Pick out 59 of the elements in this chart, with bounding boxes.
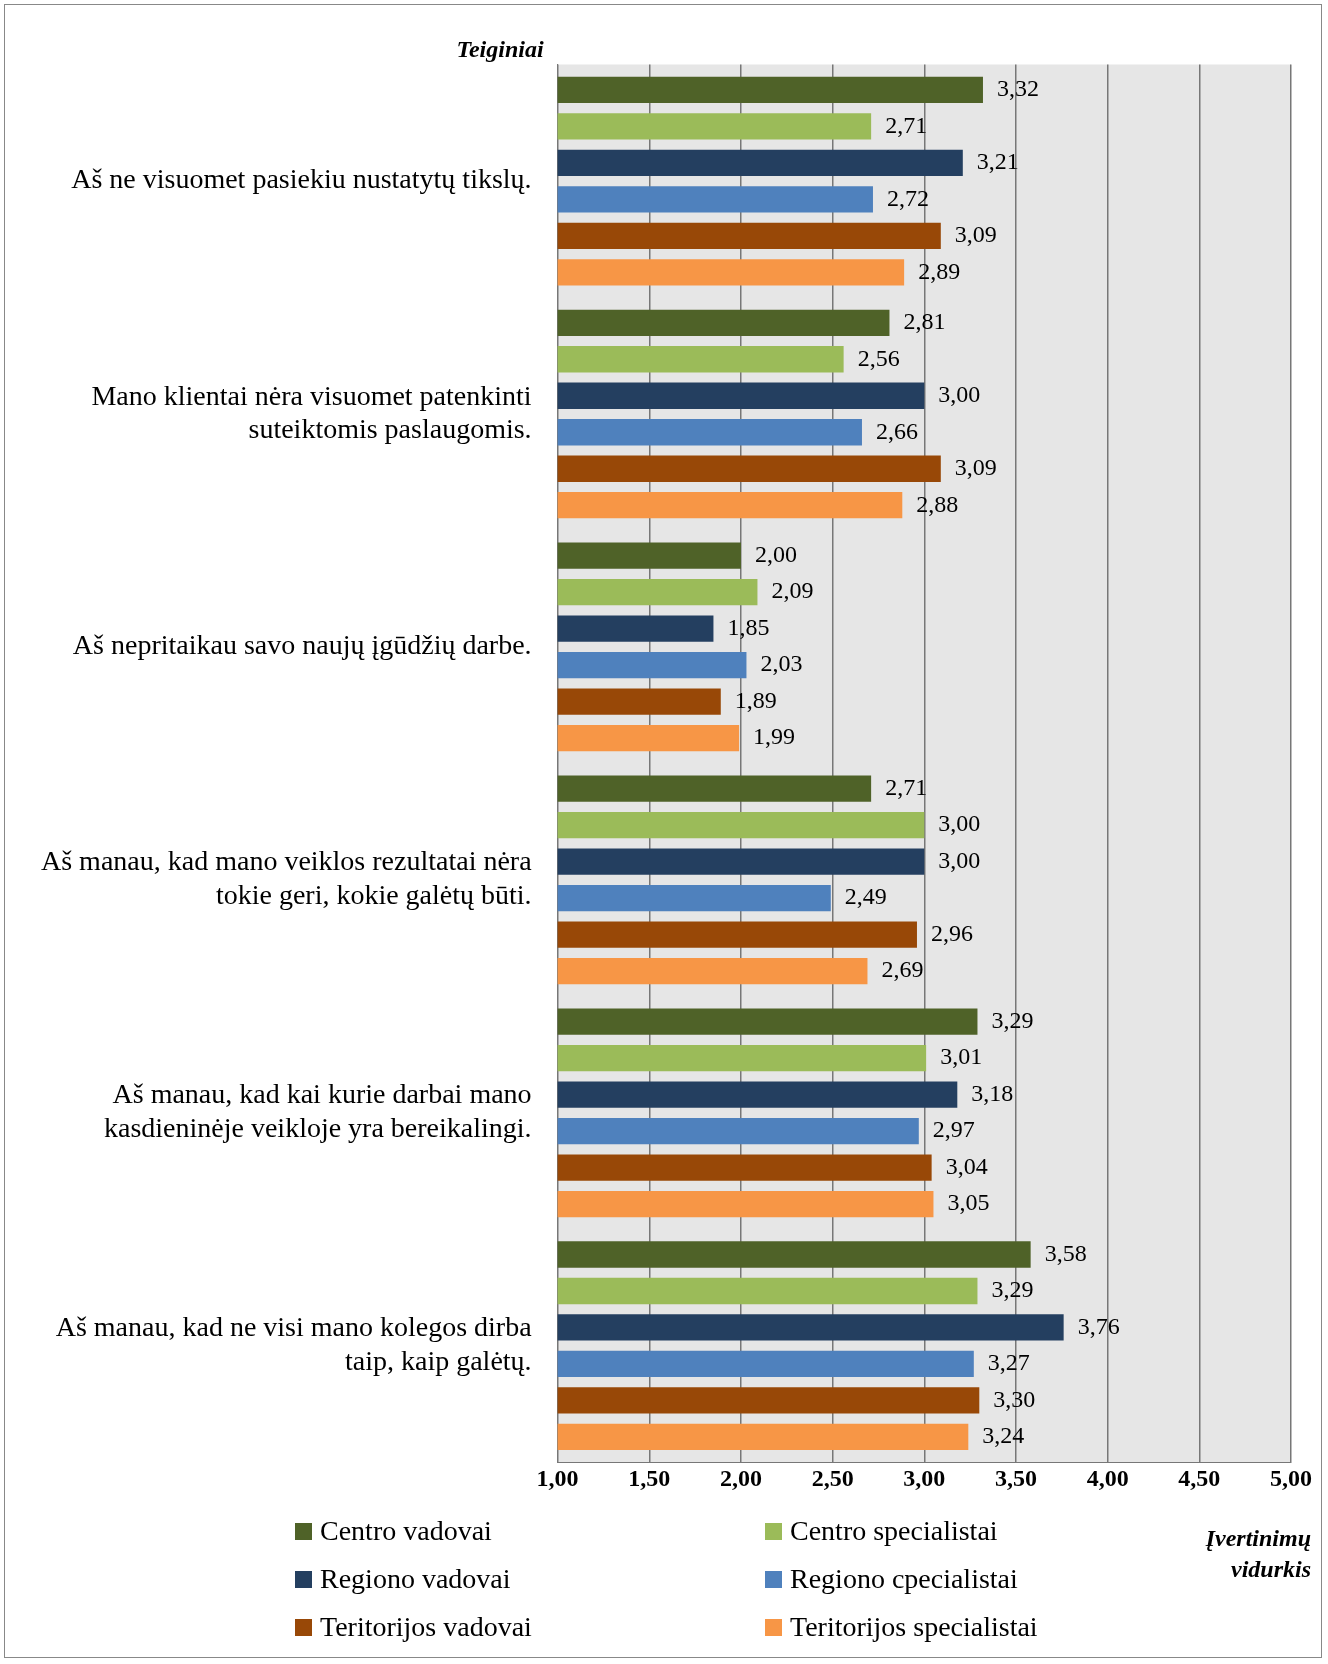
data-label: 3,00 — [938, 810, 981, 837]
data-label: 2,89 — [918, 257, 961, 284]
x-tick-label: 5,00 — [1270, 1464, 1312, 1491]
data-label: 3,01 — [940, 1043, 983, 1070]
legend-label: Teritorijos specialistai — [790, 1611, 1038, 1643]
data-label: 3,76 — [1077, 1312, 1120, 1339]
data-label: 3,00 — [938, 846, 981, 873]
data-label: 2,69 — [881, 956, 924, 983]
data-label: 3,09 — [954, 454, 997, 481]
legend-label: Centro specialistai — [790, 1515, 998, 1547]
data-label: 3,32 — [996, 75, 1039, 102]
data-label: 2,96 — [930, 919, 973, 946]
data-label: 3,04 — [945, 1152, 988, 1179]
data-label: 3,30 — [993, 1385, 1036, 1412]
data-label: 2,03 — [760, 650, 803, 677]
data-label: 3,29 — [991, 1276, 1034, 1303]
x-tick-label: 1,50 — [628, 1464, 671, 1491]
x-tick-label: 2,50 — [811, 1464, 854, 1491]
data-label: 2,00 — [754, 541, 797, 567]
data-label: 2,71 — [885, 111, 928, 138]
x-tick-label: 4,00 — [1086, 1464, 1129, 1491]
legend-label: Regiono vadovai — [320, 1563, 511, 1595]
data-label: 3,58 — [1044, 1239, 1087, 1266]
x-tick-label: 2,00 — [719, 1464, 762, 1491]
data-label: 2,97 — [932, 1116, 975, 1143]
y-axis-title: Teiginiai — [456, 35, 544, 62]
data-label: 3,24 — [982, 1422, 1025, 1449]
data-label: 3,00 — [938, 381, 981, 408]
data-label: 2,66 — [875, 417, 918, 444]
y-tick-label: Aš ne visuomet pasiekiu nustatytų tikslų. — [71, 163, 532, 195]
data-label: 2,71 — [885, 773, 928, 800]
y-tick-label: Mano klientai nėra visuomet patenkinti suteiktomis paslaugomis. — [91, 379, 532, 445]
x-tick-label: 3,50 — [994, 1464, 1037, 1491]
x-tick-label: 3,00 — [903, 1464, 946, 1491]
legend-label: Centro vadovai — [320, 1515, 492, 1547]
data-label: 2,88 — [916, 490, 959, 517]
data-label: 2,72 — [886, 184, 929, 211]
x-tick-label: 1,00 — [536, 1464, 579, 1491]
data-label: 2,09 — [771, 577, 814, 604]
data-label: 2,49 — [844, 883, 887, 910]
legend-label: Regiono cpecialistai — [790, 1563, 1018, 1595]
data-label: 3,05 — [947, 1189, 990, 1216]
y-tick-label: Aš manau, kad mano veiklos rezultatai nėra tokie geri, kokie galėtų būti. — [40, 845, 533, 911]
data-label: 1,85 — [727, 613, 770, 640]
data-label: 3,09 — [954, 221, 997, 248]
y-tick-label: Aš manau, kad kai kurie darbai mano kasdieninėje veikloje yra bereikalingi. — [103, 1078, 532, 1143]
data-label: 3,18 — [971, 1079, 1014, 1106]
y-tick-label: Aš manau, kad ne visi mano kolegos dirba taip, kaip galėtų. — [55, 1311, 533, 1376]
x-tick-label: 4,50 — [1178, 1464, 1221, 1491]
data-label: 3,21 — [976, 148, 1019, 175]
data-label: 3,29 — [991, 1006, 1034, 1033]
y-tick-label: Aš nepritaikau savo naujų įgūdžių darbe. — [72, 629, 532, 661]
data-label: 3,27 — [987, 1349, 1030, 1376]
data-label: 2,56 — [857, 344, 900, 371]
x-axis-title: Įvertinimų vidurkis — [1204, 1524, 1311, 1585]
data-label: 1,89 — [734, 686, 777, 713]
legend-label: Teritorijos vadovai — [320, 1611, 532, 1643]
data-label: 2,81 — [903, 308, 946, 335]
data-label: 1,99 — [753, 723, 796, 750]
